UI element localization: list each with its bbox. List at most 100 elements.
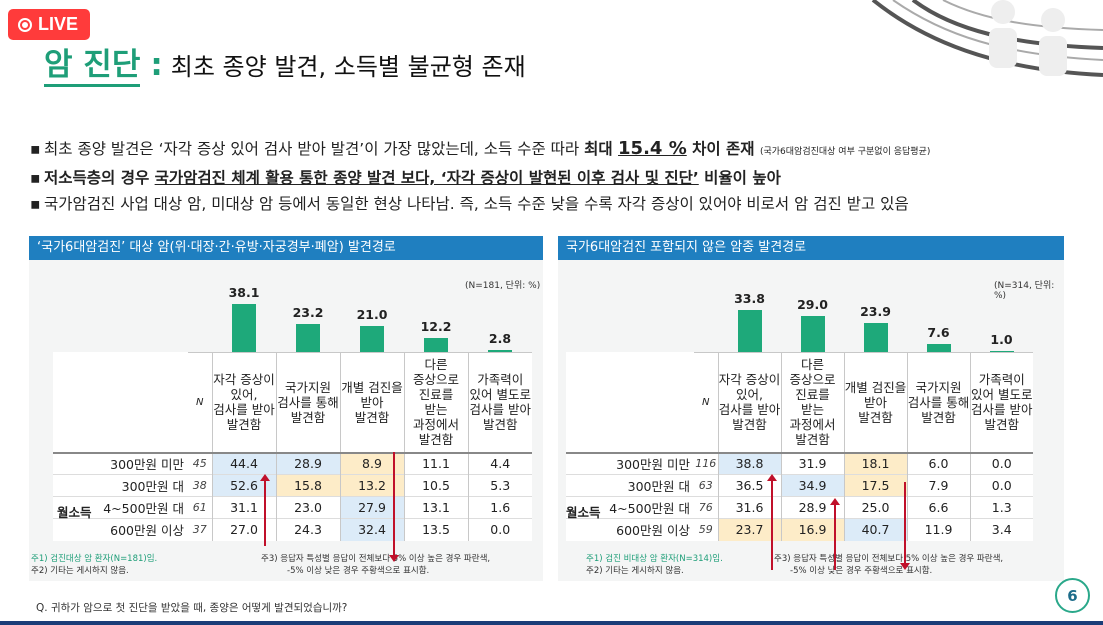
right-cell: 34.9 (780, 474, 844, 497)
bullet-2-bold: 저소득층의 경우 (44, 169, 155, 187)
left-cell: 44.4 (211, 451, 276, 475)
right-panel-header: 국가6대암검진 포함되지 않은 암종 발견경로 (558, 236, 1064, 260)
right-cell: 7.9 (906, 474, 970, 497)
right-table: N 자각 증상이 있어, 검사를 받아 발견함 다른 증상으로 진료를 받는 과정에서 발견함 개별 … (566, 352, 1033, 541)
left-cell: 13.5 (403, 518, 468, 541)
right-cell: 3.4 (969, 518, 1033, 541)
left-cell: 27.9 (339, 496, 404, 519)
right-cell: 18.1 (843, 451, 907, 475)
left-cell: 8.9 (339, 451, 404, 475)
right-row-n: 76 (694, 496, 718, 519)
right-cell: 23.7 (717, 518, 781, 541)
left-header-spacer (53, 353, 188, 453)
right-table-header-row: N 자각 증상이 있어, 검사를 받아 발견함 다른 증상으로 진료를 받는 과정에서 발견함 개별 … (566, 352, 1033, 453)
left-cell: 1.6 (467, 496, 532, 519)
right-cell: 36.5 (717, 474, 781, 497)
left-cell: 10.5 (403, 474, 468, 497)
left-row-label: 4~500만원 대 (53, 496, 188, 519)
bullet-1-bold-2: 차이 존재 (686, 140, 760, 158)
bullet-3-text: 국가암검진 사업 대상 암, 미대상 암 등에서 동일한 현상 나타남. 즉, … (44, 195, 909, 213)
right-panel: 국가6대암검진 포함되지 않은 암종 발견경로 (N=314, 단위: %) 3… (558, 236, 1064, 581)
left-cell: 11.1 (403, 451, 468, 475)
right-cell: 16.9 (780, 518, 844, 541)
right-bar-4 (926, 344, 951, 354)
bullet-2: 저소득층의 경우 국가암검진 체계 활용 통한 종양 발견 보다, ‘자각 증상… (30, 165, 1090, 191)
bullet-1-text: 최초 종양 발견은 ‘자각 증상 있어 검사 받아 발견’이 가장 많았는데, … (44, 140, 585, 158)
table-row: 300만원 미만 116 38.8 31.9 18.1 6.0 0.0 (566, 451, 1033, 475)
left-bar-3 (360, 326, 384, 354)
decorative-arc-graphic (871, 0, 1103, 77)
right-cell: 11.9 (906, 518, 970, 541)
right-cell: 0.0 (969, 451, 1033, 475)
left-cell: 0.0 (467, 518, 532, 541)
left-cell: 28.9 (275, 451, 340, 475)
right-cell: 17.5 (843, 474, 907, 497)
left-column-header-5: 가족력이 있어 별도로 검사를 받아 발견함 (467, 352, 532, 453)
table-row: 4~500만원 대 76 31.6 28.9 25.0 6.6 1.3 (566, 496, 1033, 519)
left-up-arrow (260, 474, 270, 546)
right-cell: 6.6 (906, 496, 970, 519)
left-bar-2 (296, 323, 320, 354)
bullet-3: 국가암검진 사업 대상 암, 미대상 암 등에서 동일한 현상 나타남. 즉, … (30, 191, 1090, 217)
right-bar-value-2: 29.0 (797, 296, 828, 312)
right-up-arrow-1 (767, 474, 777, 570)
right-header-spacer (566, 353, 694, 453)
left-bar-value-2: 23.2 (292, 304, 324, 320)
left-cell: 13.1 (403, 496, 468, 519)
bottom-rule (0, 621, 1103, 625)
left-bar-value-4: 12.2 (420, 318, 452, 334)
right-cell: 25.0 (843, 496, 907, 519)
left-panel-header: ‘국가6대암검진’ 대상 암(위·대장·간·유방·자궁경부·폐암) 발견경로 (29, 236, 543, 260)
right-column-header-3: 개별 검진을 받아 발견함 (843, 352, 907, 453)
left-bar-4 (424, 337, 448, 354)
survey-question: Q. 귀하가 암으로 첫 진단을 받았을 때, 종양은 어떻게 발견되었습니까? (36, 602, 348, 614)
left-cell: 23.0 (275, 496, 340, 519)
left-column-header-3: 개별 검진을 받아 발견함 (339, 352, 404, 453)
live-badge[interactable]: LIVE (8, 9, 90, 40)
table-row: 4~500만원 대 61 31.1 23.0 27.9 13.1 1.6 (53, 496, 532, 519)
right-cell: 40.7 (843, 518, 907, 541)
right-cell: 0.0 (969, 474, 1033, 497)
left-panel-body: (N=181, 단위: %) 38.1 23.2 21.0 12.2 2.8 N 자각 증… (29, 260, 543, 581)
right-bar-value-1: 33.8 (734, 290, 765, 306)
left-table-header-row: N 자각 증상이 있어, 검사를 받아 발견함 국가지원 검사를 통해 발견함 개별 검진을 받아… (53, 352, 532, 453)
bullet-list: 최초 종양 발견은 ‘자각 증상 있어 검사 받아 발견’이 가장 많았는데, … (30, 136, 1090, 217)
right-bar-value-4: 7.6 (927, 325, 950, 341)
left-bar-value-5: 2.8 (488, 331, 512, 347)
left-cell: 5.3 (467, 474, 532, 497)
table-row: 300만원 미만 45 44.4 28.9 8.9 11.1 4.4 (53, 451, 532, 475)
left-row-n: 61 (188, 496, 212, 519)
left-column-header-4: 다른 증상으로 진료를 받는 과정에서 발견함 (403, 352, 468, 453)
left-footnote-1: 주1) 검진대상 암 환자(N=181)임. (31, 554, 158, 564)
left-cell: 27.0 (211, 518, 276, 541)
left-row-label: 300만원 미만 (53, 451, 188, 475)
right-bar-value-3: 23.9 (860, 303, 891, 319)
left-row-label: 600만원 이상 (53, 518, 188, 541)
right-row-n: 63 (694, 474, 718, 497)
right-footnote-2: 주2) 기타는 게시하지 않음. (586, 566, 684, 576)
bullet-1: 최초 종양 발견은 ‘자각 증상 있어 검사 받아 발견’이 가장 많았는데, … (30, 136, 1090, 165)
left-cell: 13.2 (339, 474, 404, 497)
left-cell: 31.1 (211, 496, 276, 519)
table-row: 600만원 이상 59 23.7 16.9 40.7 11.9 3.4 (566, 518, 1033, 541)
left-bar-value-3: 21.0 (356, 307, 388, 323)
right-cell: 28.9 (780, 496, 844, 519)
right-row-label: 600만원 이상 (566, 518, 694, 541)
left-row-label: 300만원 대 (53, 474, 188, 497)
right-header-n: N (694, 352, 718, 453)
table-row: 300만원 대 63 36.5 34.9 17.5 7.9 0.0 (566, 474, 1033, 497)
left-column-header-1: 자각 증상이 있어, 검사를 받아 발견함 (211, 352, 276, 453)
left-down-arrow (389, 452, 399, 562)
title-colon: : (150, 47, 163, 83)
right-cell: 31.6 (717, 496, 781, 519)
right-column-header-5: 가족력이 있어 별도로 검사를 받아 발견함 (969, 352, 1033, 453)
right-footnote-3: 주3) 응답자 특성별 응답이 전체보다 5% 이상 높은 경우 파란색, (774, 554, 1004, 564)
left-row-n: 37 (188, 518, 212, 541)
right-footnote-4: -5% 이상 낮은 경우 주황색으로 표시함. (790, 566, 933, 576)
right-up-arrow-2 (830, 498, 840, 570)
right-row-n: 59 (694, 518, 718, 541)
right-group-label: 월소득 (566, 505, 601, 520)
bullet-1-bold: 최대 (584, 140, 619, 158)
right-row-label: 300만원 대 (566, 474, 694, 497)
left-footnote-4: -5% 이상 낮은 경우 주황색으로 표시함. (287, 566, 430, 576)
